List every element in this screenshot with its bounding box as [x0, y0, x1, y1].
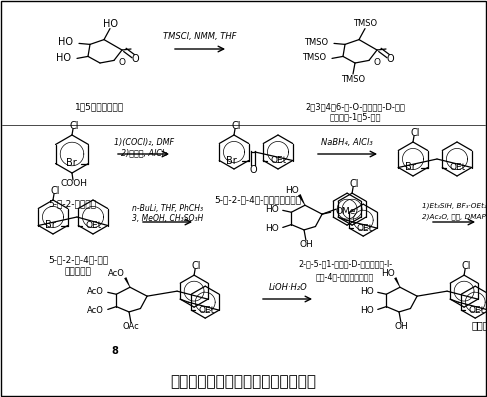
Text: 2-氯-5-（1-甲氧基-D-吡喃葡萄糖-I-: 2-氯-5-（1-甲氧基-D-吡喃葡萄糖-I-	[298, 260, 392, 268]
Text: HO: HO	[264, 224, 279, 233]
Text: OEt: OEt	[468, 306, 485, 315]
Text: Cl: Cl	[410, 128, 420, 138]
Text: AcO: AcO	[87, 306, 103, 314]
Text: 1)(COCl)₂, DMF: 1)(COCl)₂, DMF	[114, 137, 174, 146]
Text: OEt: OEt	[450, 163, 466, 172]
Text: Br: Br	[405, 162, 416, 173]
Text: LiOH·H₂O: LiOH·H₂O	[269, 283, 307, 291]
Text: Br: Br	[226, 156, 237, 166]
Polygon shape	[124, 277, 130, 287]
Text: 1，5葡萄糖酸内酯: 1，5葡萄糖酸内酯	[75, 102, 125, 112]
Text: HO: HO	[285, 186, 299, 195]
Text: OEt: OEt	[356, 224, 373, 233]
Text: O: O	[249, 165, 257, 175]
Text: Br: Br	[45, 220, 56, 231]
Text: Br: Br	[66, 158, 76, 168]
Text: HO: HO	[103, 19, 118, 29]
Text: OH: OH	[300, 240, 313, 249]
Text: TMSCl, NMM, THF: TMSCl, NMM, THF	[163, 33, 237, 42]
Text: AcO: AcO	[87, 287, 103, 297]
Text: TMSO: TMSO	[341, 75, 365, 83]
Text: HO: HO	[58, 37, 73, 47]
Text: HO: HO	[56, 53, 71, 63]
Text: n-BuLi, THF, PhCH₃: n-BuLi, THF, PhCH₃	[132, 204, 204, 214]
Text: 5-溴-2-氯-4＇-乙氧基二苯甲酮: 5-溴-2-氯-4＇-乙氧基二苯甲酮	[214, 195, 301, 204]
Text: 5-溴-2-氯苯甲酸: 5-溴-2-氯苯甲酸	[48, 200, 96, 208]
Text: OEt: OEt	[270, 156, 286, 165]
Text: HO: HO	[264, 206, 279, 214]
Text: 葡萄糖酸-1，5-内酯: 葡萄糖酸-1，5-内酯	[329, 112, 381, 121]
Text: Cl: Cl	[231, 121, 241, 131]
Polygon shape	[394, 277, 400, 287]
Text: OMe: OMe	[336, 207, 356, 216]
Text: O: O	[374, 58, 380, 67]
Text: Cl: Cl	[461, 261, 471, 271]
Polygon shape	[298, 194, 305, 205]
Text: TMSO: TMSO	[304, 38, 328, 47]
Text: OEt: OEt	[85, 221, 101, 230]
Text: O: O	[131, 54, 139, 64]
Text: OAc: OAc	[123, 322, 140, 331]
Text: O: O	[118, 58, 126, 67]
Text: HO: HO	[381, 269, 394, 278]
Text: 5-溴-2-氯-4＇-乙氧: 5-溴-2-氯-4＇-乙氧	[48, 256, 108, 264]
Text: HO: HO	[360, 306, 374, 314]
Text: TMSO: TMSO	[302, 54, 326, 62]
Text: Cl: Cl	[191, 261, 201, 271]
Text: OEt: OEt	[198, 306, 215, 315]
Text: O: O	[387, 54, 394, 64]
Text: 3, MeOH, CH₃SO₃H: 3, MeOH, CH₃SO₃H	[132, 214, 204, 224]
Text: AcO: AcO	[108, 269, 125, 278]
Text: 达格列净: 达格列净	[471, 320, 487, 330]
Text: 8: 8	[112, 346, 118, 356]
Text: TMSO: TMSO	[354, 19, 377, 29]
Text: Cl: Cl	[349, 179, 359, 189]
Text: 人工合成达格列净的化学反应路线图: 人工合成达格列净的化学反应路线图	[170, 374, 316, 389]
Text: Cl: Cl	[50, 186, 60, 196]
Text: 基二苯甲烷: 基二苯甲烷	[65, 268, 92, 276]
Text: 2)Ac₂O, 吡啶, DMAP: 2)Ac₂O, 吡啶, DMAP	[422, 214, 486, 220]
Text: Cl: Cl	[69, 121, 79, 131]
Text: 2)苯乙醚, AlCl₃: 2)苯乙醚, AlCl₃	[121, 148, 167, 158]
Text: 2，3，4，6-四-O-三甲基硅-D-吡喃: 2，3，4，6-四-O-三甲基硅-D-吡喃	[305, 102, 405, 112]
Text: NaBH₄, AlCl₃: NaBH₄, AlCl₃	[321, 137, 373, 146]
Text: OH: OH	[394, 322, 408, 331]
Text: COOH: COOH	[60, 179, 88, 189]
Text: 基）-4＇-乙氧基二苯甲烷: 基）-4＇-乙氧基二苯甲烷	[316, 272, 374, 281]
Text: HO: HO	[360, 287, 374, 297]
Text: 1)Et₃SiH, BF₃·OEt₂: 1)Et₃SiH, BF₃·OEt₂	[422, 203, 487, 209]
